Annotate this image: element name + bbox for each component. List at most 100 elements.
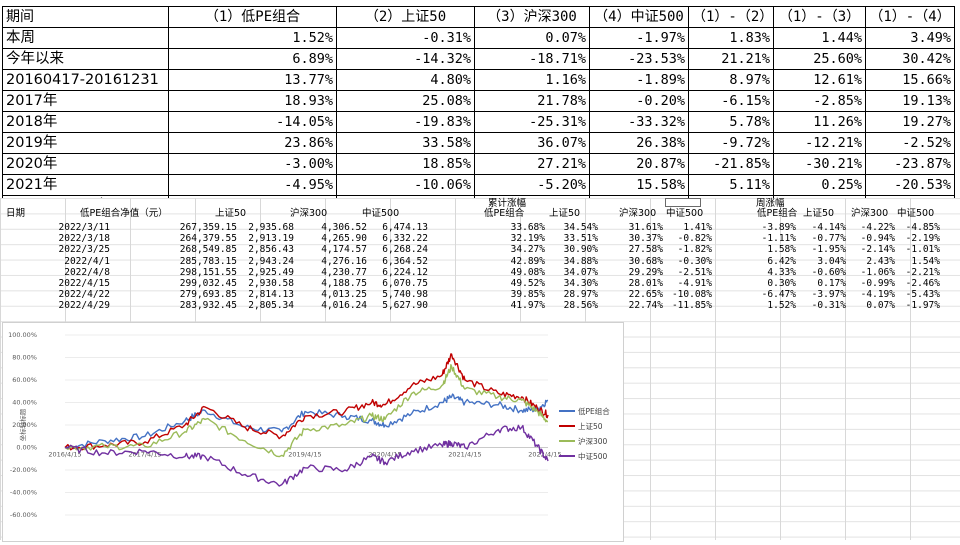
nav-cell[interactable]: 5,740.98 xyxy=(382,289,428,301)
value-cell[interactable]: -12.21% xyxy=(773,132,866,154)
value-cell[interactable]: -2.52% xyxy=(865,132,955,154)
value-cell[interactable]: -33.32% xyxy=(589,111,689,133)
row-label-cell[interactable]: 2019年 xyxy=(2,132,169,154)
value-cell[interactable]: （2）上证50 xyxy=(336,6,475,28)
cum-cell[interactable]: 28.56% xyxy=(563,300,598,312)
weekly-cell[interactable]: 6.42% xyxy=(767,255,796,267)
value-cell[interactable]: 15.58% xyxy=(589,174,689,196)
value-cell[interactable]: -30.21% xyxy=(773,153,866,175)
nav-cell[interactable]: 2,925.49 xyxy=(248,266,294,278)
value-cell[interactable]: （1）低PE组合 xyxy=(168,6,337,28)
value-cell[interactable]: 6.89% xyxy=(168,48,337,70)
cum-cell[interactable]: -0.82% xyxy=(677,233,712,245)
value-cell[interactable]: 8.97% xyxy=(688,69,774,91)
cum-cell[interactable]: 49.52% xyxy=(510,278,545,289)
nav-cell[interactable]: 264,379.55 xyxy=(179,233,237,245)
weekly-cell[interactable]: -0.99% xyxy=(860,278,895,289)
value-cell[interactable]: 11.26% xyxy=(773,111,866,133)
value-cell[interactable]: 12.61% xyxy=(773,69,866,91)
cum-cell[interactable]: -2.51% xyxy=(677,266,712,278)
nav-cell[interactable]: 2,814.13 xyxy=(248,289,294,301)
selected-cell-indicator[interactable] xyxy=(665,198,701,207)
nav-cell[interactable]: 4,016.24 xyxy=(321,300,367,312)
value-cell[interactable]: -3.00% xyxy=(168,153,337,175)
nav-cell[interactable]: 2,856.43 xyxy=(248,244,294,256)
weekly-header-cell[interactable]: 沪深300 xyxy=(851,208,889,219)
cum-cell[interactable]: 28.97% xyxy=(563,289,598,301)
nav-cell[interactable]: 6,332.22 xyxy=(382,233,428,245)
value-cell[interactable]: 3.49% xyxy=(865,27,955,49)
nav-cell[interactable]: 2,805.34 xyxy=(248,300,294,312)
value-cell[interactable]: -20.53% xyxy=(865,174,955,196)
value-cell[interactable]: 25.08% xyxy=(336,90,475,112)
cum-cell[interactable]: -0.30% xyxy=(677,255,712,267)
weekly-cell[interactable]: -2.21% xyxy=(905,266,940,278)
value-cell[interactable]: 15.66% xyxy=(865,69,955,91)
value-cell[interactable]: （1）-（2） xyxy=(688,6,774,28)
value-cell[interactable]: 36.07% xyxy=(474,132,590,154)
value-cell[interactable]: -25.31% xyxy=(474,111,590,133)
weekly-cell[interactable]: -2.14% xyxy=(860,244,895,256)
nav-header-cell[interactable]: 上证50 xyxy=(215,208,247,219)
nav-cell[interactable]: 2022/3/25 xyxy=(58,244,110,256)
line-chart[interactable]: 100.00% 80.00% 60.00% 40.00% 20.00% 0.00% -20.… xyxy=(2,322,624,542)
row-label-cell[interactable]: 2020年 xyxy=(2,153,169,175)
value-cell[interactable]: 1.44% xyxy=(773,27,866,49)
nav-cell[interactable]: 298,151.55 xyxy=(179,266,237,278)
value-cell[interactable]: -5.20% xyxy=(474,174,590,196)
weekly-cell[interactable]: 1.58% xyxy=(767,244,796,256)
weekly-cell[interactable]: -4.14% xyxy=(811,222,846,233)
cum-cell[interactable]: 41.97% xyxy=(510,300,545,312)
nav-cell[interactable]: 6,224.12 xyxy=(382,266,428,278)
nav-header-cell[interactable]: 低PE组合净值（元） xyxy=(80,208,168,219)
row-label-cell[interactable]: 2021年 xyxy=(2,174,169,196)
weekly-cell[interactable]: -4.85% xyxy=(905,222,940,233)
nav-cell[interactable]: 6,364.52 xyxy=(382,255,428,267)
nav-cell[interactable]: 285,783.15 xyxy=(179,255,237,267)
value-cell[interactable]: 21.78% xyxy=(474,90,590,112)
nav-cell[interactable]: 267,359.15 xyxy=(179,222,237,233)
cum-cell[interactable]: -10.08% xyxy=(671,289,712,301)
nav-cell[interactable]: 2022/4/29 xyxy=(58,300,110,312)
value-cell[interactable]: -1.89% xyxy=(589,69,689,91)
nav-cell[interactable]: 279,693.85 xyxy=(179,289,237,301)
value-cell[interactable]: 4.80% xyxy=(336,69,475,91)
cum-cell[interactable]: -1.82% xyxy=(677,244,712,256)
weekly-cell[interactable]: -5.43% xyxy=(905,289,940,301)
value-cell[interactable]: 33.58% xyxy=(336,132,475,154)
cum-cell[interactable]: 1.41% xyxy=(683,222,712,233)
cum-cell[interactable]: 34.30% xyxy=(563,278,598,289)
row-label-cell[interactable]: 2018年 xyxy=(2,111,169,133)
weekly-cell[interactable]: -3.89% xyxy=(761,222,796,233)
nav-cell[interactable]: 268,549.85 xyxy=(179,244,237,256)
nav-cell[interactable]: 4,306.52 xyxy=(321,222,367,233)
nav-cell[interactable]: 2022/3/18 xyxy=(58,233,110,245)
value-cell[interactable]: 20.87% xyxy=(589,153,689,175)
cum-cell[interactable]: 30.37% xyxy=(628,233,663,245)
value-cell[interactable]: 1.52% xyxy=(168,27,337,49)
value-cell[interactable]: 5.78% xyxy=(688,111,774,133)
weekly-cell[interactable]: 2.43% xyxy=(866,255,895,267)
nav-cell[interactable]: 4,174.57 xyxy=(321,244,367,256)
row-label-cell[interactable]: 本周 xyxy=(2,27,169,49)
nav-cell[interactable]: 2,930.58 xyxy=(248,278,294,289)
value-cell[interactable]: （3）沪深300 xyxy=(474,6,590,28)
weekly-cell[interactable]: -3.97% xyxy=(811,289,846,301)
value-cell[interactable]: 1.83% xyxy=(688,27,774,49)
value-cell[interactable]: 18.93% xyxy=(168,90,337,112)
value-cell[interactable]: -23.53% xyxy=(589,48,689,70)
weekly-cell[interactable]: 1.54% xyxy=(911,255,940,267)
value-cell[interactable]: -14.05% xyxy=(168,111,337,133)
value-cell[interactable]: 30.42% xyxy=(865,48,955,70)
value-cell[interactable]: 18.85% xyxy=(336,153,475,175)
nav-cell[interactable]: 2,935.68 xyxy=(248,222,294,233)
nav-cell[interactable]: 6,070.75 xyxy=(382,278,428,289)
weekly-cell[interactable]: -2.46% xyxy=(905,278,940,289)
cum-cell[interactable]: -4.91% xyxy=(677,278,712,289)
weekly-header-cell[interactable]: 低PE组合 xyxy=(757,208,798,219)
value-cell[interactable]: 26.38% xyxy=(589,132,689,154)
weekly-cell[interactable]: -1.11% xyxy=(761,233,796,245)
value-cell[interactable]: -14.32% xyxy=(336,48,475,70)
nav-cell[interactable]: 2022/3/11 xyxy=(58,222,110,233)
value-cell[interactable]: -18.71% xyxy=(474,48,590,70)
